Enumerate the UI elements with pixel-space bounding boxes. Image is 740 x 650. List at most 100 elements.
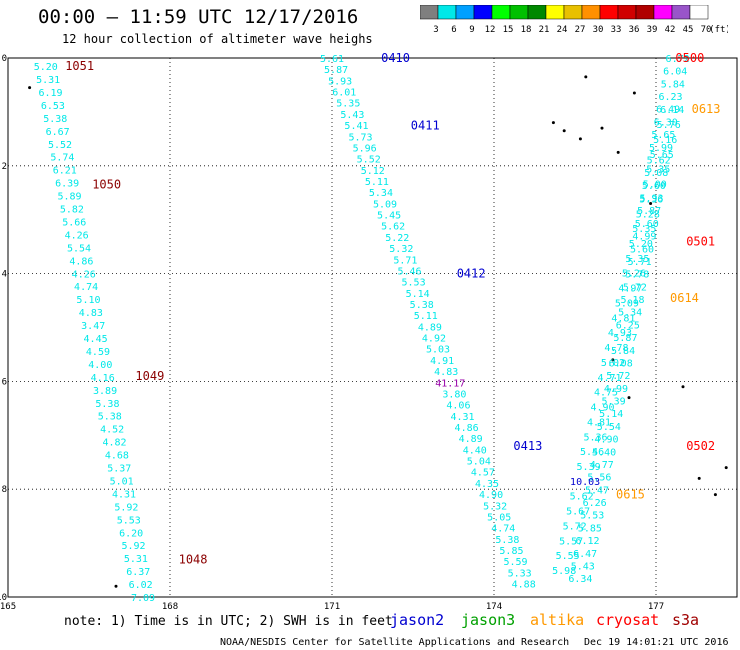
swh-value: 5.09 — [373, 199, 397, 210]
y-tick-label: -2 — [0, 162, 7, 172]
swh-value: 5.60 — [635, 219, 659, 230]
swh-value: 5.11 — [365, 177, 389, 188]
island-shape — [551, 121, 555, 125]
swh-value: 5.39 — [602, 397, 626, 408]
swh-value: 5.37 — [107, 464, 131, 475]
y-tick-label: -10 — [0, 593, 7, 603]
swh-value: 5.38 — [95, 399, 119, 410]
island-shape — [114, 584, 118, 588]
swh-value: 5.57 — [559, 536, 583, 547]
swh-value: 5.46 — [397, 266, 421, 277]
swh-value: 6.26 — [583, 498, 607, 509]
swh-value: 4.90 — [590, 403, 614, 414]
swh-value: 5.47 — [585, 485, 609, 496]
swh-value: 4.77 — [590, 460, 614, 471]
swh-value: 4.89 — [418, 322, 442, 333]
swh-value: 5.34 — [618, 308, 642, 319]
swh-value: 10.03 — [570, 477, 600, 488]
swh-value: 5.14 — [599, 409, 623, 420]
swh-value: 6.02 — [129, 580, 153, 591]
colorbar-label: 18 — [521, 25, 532, 35]
swh-value: 5.38 — [495, 535, 519, 546]
swh-value: 5.01 — [110, 476, 134, 487]
pass-time-label: 0614 — [670, 291, 699, 305]
swh-value: 4.45 — [84, 334, 108, 345]
swh-value: 4.78 — [604, 343, 628, 354]
satellite-tracks: 5.20 5.31 6.19 6.53 5.38 6.67 5.52 5.74 6.21 6.39… — [34, 51, 721, 604]
swh-value: 5.60 — [642, 181, 666, 192]
colorbar-label: 33 — [611, 25, 622, 35]
swh-value: 4.26 — [65, 230, 89, 241]
swh-value: 5.84 — [611, 346, 635, 357]
swh-value: 5.20 — [629, 239, 653, 250]
colorbar-label: 27 — [575, 25, 586, 35]
swh-value: 5.39 — [577, 462, 601, 473]
pass-time-label: 0615 — [616, 488, 645, 502]
island-shape — [724, 466, 728, 470]
swh-value: 4.26 — [72, 269, 96, 280]
colorbar-label: 24 — [557, 25, 568, 35]
island-shape — [632, 91, 636, 95]
island-shape — [713, 493, 717, 497]
legend-jason2: jason2 — [390, 611, 444, 629]
swh-value: 4.31 — [112, 489, 136, 500]
map-subtitle: 12 hour collection of altimeter wave hei… — [62, 32, 373, 46]
swh-value: 5.65 — [651, 130, 675, 141]
colorbar-label: 36 — [629, 25, 640, 35]
swh-value: 5.41 — [344, 121, 368, 132]
swh-value: 4.92 — [422, 334, 446, 345]
swh-value: 4.57 — [471, 468, 495, 479]
swh-value: 5.66 — [62, 217, 86, 228]
colorbar-cell — [689, 5, 709, 20]
x-tick-label: 168 — [162, 602, 178, 612]
y-tick-label: 0 — [2, 54, 7, 64]
swh-value: 5.52 — [357, 155, 381, 166]
swh-value: 5.43 — [340, 110, 364, 121]
swh-value: 5.35 — [646, 165, 670, 176]
swh-value: 5.78 — [625, 270, 649, 281]
swh-value: 4.86 — [455, 423, 479, 434]
colorbar-label: 9 — [469, 25, 474, 35]
swh-value: 6.20 — [119, 528, 143, 539]
swh-value: 5.33 — [508, 568, 532, 579]
swh-value: 5.32 — [483, 501, 507, 512]
swh-value: 4.52 — [100, 425, 124, 436]
credit-text: NOAA/NESDIS Center for Satellite Applica… — [220, 637, 569, 648]
swh-value: 4.99 — [632, 232, 656, 243]
colorbar-label: 42 — [665, 25, 676, 35]
swh-value: 5.52 — [48, 140, 72, 151]
swh-value: 5.74 — [50, 153, 74, 164]
island-shape — [649, 202, 653, 206]
pass-time-label: 0410 — [381, 51, 410, 65]
pass-time-label: 0613 — [692, 102, 721, 116]
pass-time-label: 1049 — [135, 369, 164, 383]
swh-value: 5.89 — [57, 192, 81, 203]
swh-value: 4.90 — [479, 490, 503, 501]
legend-altika: altika — [530, 611, 584, 629]
swh-value: 5.56 — [587, 473, 611, 484]
legend-s3a: s3a — [672, 611, 699, 629]
pass-time-label: 0501 — [686, 234, 715, 248]
y-tick-label: -4 — [0, 270, 7, 280]
swh-value: 5.72 — [623, 282, 647, 293]
colorbar-label: 21 — [539, 25, 550, 35]
swh-value: 5.38 — [43, 114, 67, 125]
colorbar-label: 15 — [503, 25, 514, 35]
pass-time-label: 0502 — [686, 439, 715, 453]
swh-value: 5.93 — [639, 194, 663, 205]
swh-value: 6.25 — [616, 320, 640, 331]
swh-value: 5.96 — [353, 143, 377, 154]
swh-value: 4.35 — [475, 479, 499, 490]
swh-value: 5.93 — [328, 76, 352, 87]
swh-value: 5.61 — [320, 54, 344, 65]
swh-value: 4.31 — [450, 412, 474, 423]
swh-value: 6.19 — [38, 88, 62, 99]
legend-jason3: jason3 — [461, 611, 515, 629]
swh-value: 5.22 — [385, 233, 409, 244]
swh-value: 6.12 — [575, 536, 599, 547]
swh-value: 6.39 — [55, 179, 79, 190]
y-tick-label: -6 — [0, 377, 7, 387]
pass-time-label: 1051 — [65, 59, 94, 73]
swh-value: 3.80 — [442, 389, 466, 400]
island-shape — [600, 126, 604, 130]
